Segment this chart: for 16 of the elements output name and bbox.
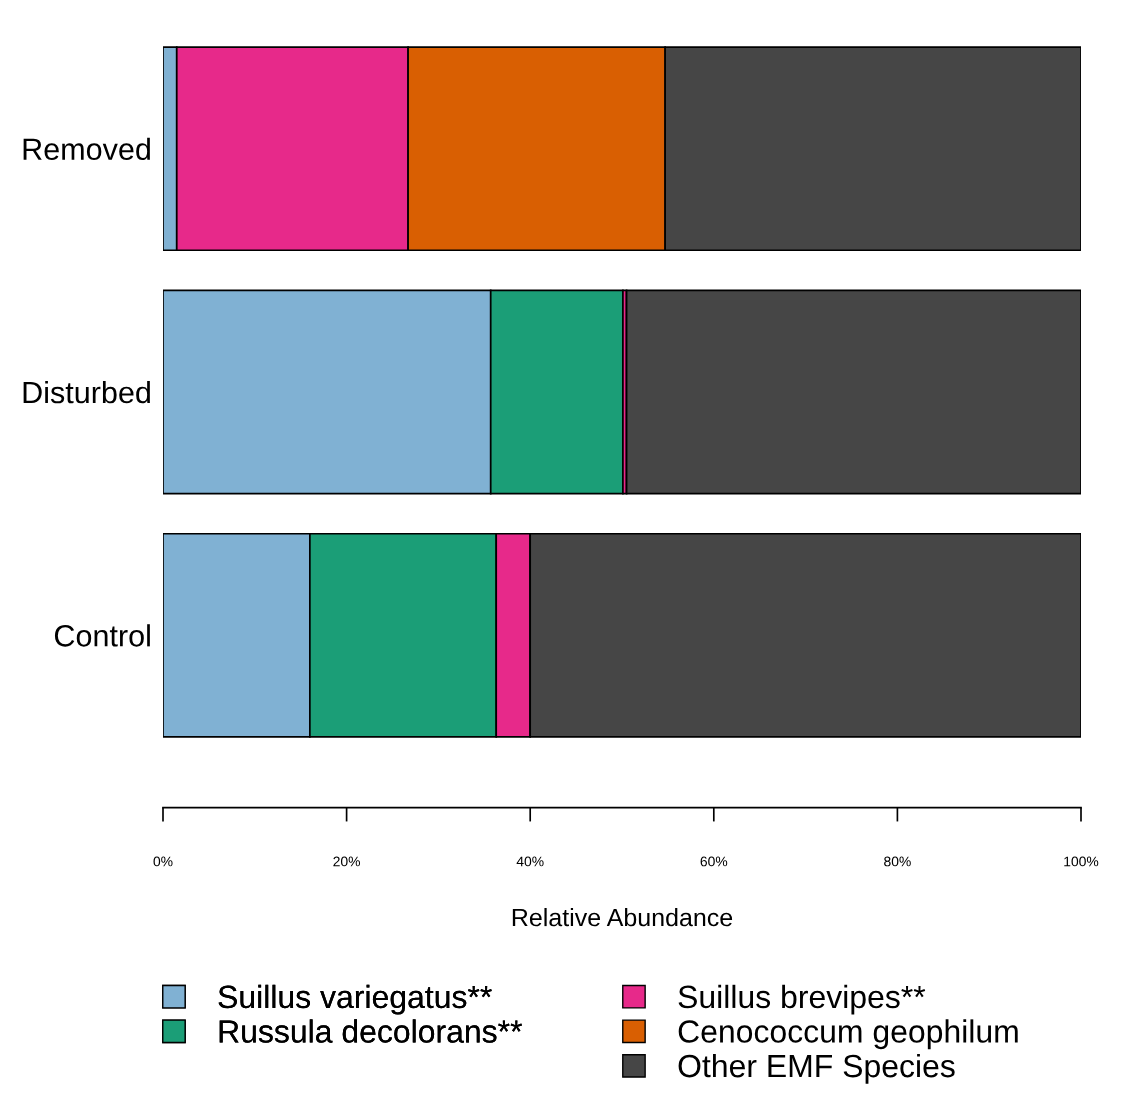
y-tick-label: Disturbed bbox=[23, 380, 150, 404]
bar bbox=[625, 289, 1081, 495]
x-axis-title: Relative Abundance bbox=[512, 908, 733, 927]
x-tick-label: 100% bbox=[1064, 856, 1099, 867]
y-tick-label: Control bbox=[54, 624, 150, 647]
legend-label: Other EMF Species bbox=[678, 1053, 955, 1084]
legend-label: Russula decolorans** bbox=[219, 1019, 523, 1043]
y-tick-label: Removed bbox=[23, 137, 150, 161]
x-tick-label: 60% bbox=[700, 856, 728, 867]
x-tick-label: 20% bbox=[333, 856, 361, 867]
x-tick-label: 0% bbox=[153, 856, 173, 867]
legend-label: Cenococcum geophilum bbox=[678, 1019, 1018, 1050]
x-tick-label: 40% bbox=[516, 856, 544, 867]
legend-label: Suillus variegatus** bbox=[218, 984, 492, 1015]
legend-label: Suillus brevipes** bbox=[678, 984, 926, 1015]
x-tick-label: 80% bbox=[884, 856, 911, 867]
